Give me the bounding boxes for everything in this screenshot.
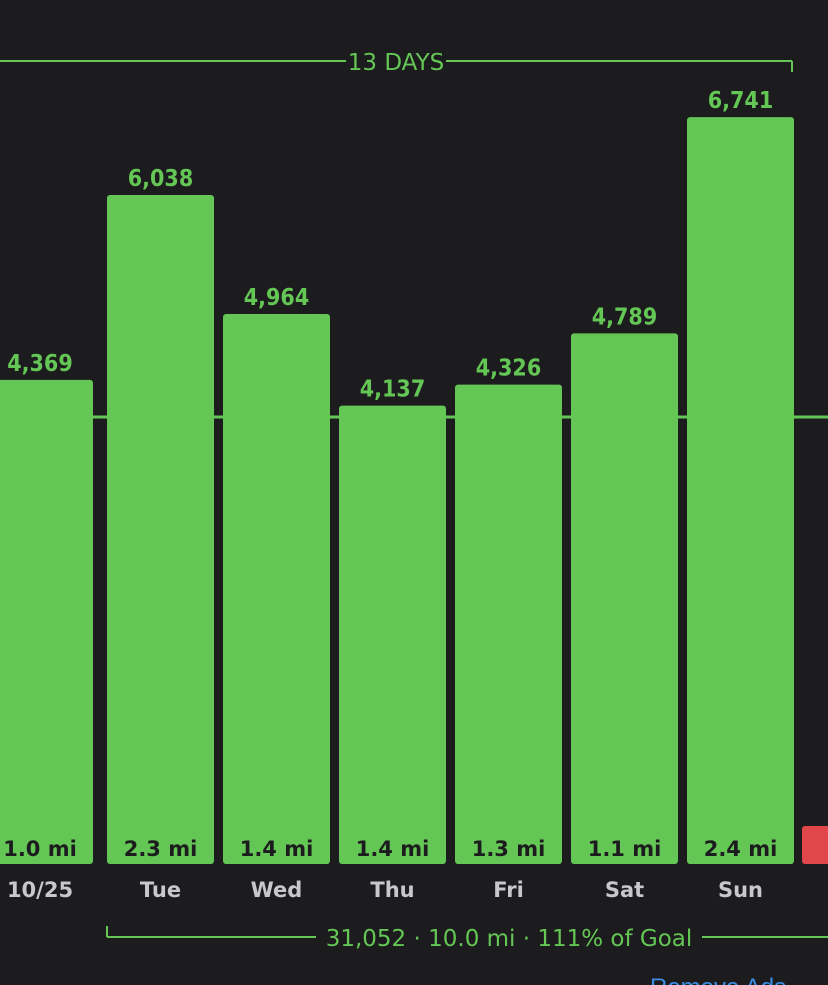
bar-value-label: 4,137 xyxy=(360,377,425,403)
day-label: 10/25 xyxy=(7,878,73,902)
bar-wed[interactable] xyxy=(223,313,330,865)
summary-bracket: 31,052 · 10.0 mi · 111% of Goal xyxy=(106,926,828,952)
day-label: Wed xyxy=(251,878,303,902)
next-day-bar[interactable] xyxy=(802,826,828,864)
bar-sun[interactable] xyxy=(687,117,794,865)
remove-ads-link[interactable]: Remove Ads xyxy=(650,974,786,985)
day-label: Thu xyxy=(370,878,414,902)
streak-label: 13 DAYS xyxy=(348,50,444,76)
bar-distance-label: 2.3 mi xyxy=(124,837,198,861)
bar-distance-label: 1.4 mi xyxy=(240,837,314,861)
bar-value-label: 4,369 xyxy=(7,351,72,377)
bar-distance-label: 2.4 mi xyxy=(704,837,778,861)
day-label: Fri xyxy=(493,878,524,902)
bar-tue[interactable] xyxy=(107,194,214,864)
bar-value-label: 4,964 xyxy=(244,285,309,311)
day-label: Sat xyxy=(605,878,644,902)
streak-bracket: 13 DAYS xyxy=(0,50,793,76)
bar-value-label: 6,741 xyxy=(708,88,773,114)
bar-thu[interactable] xyxy=(339,405,446,864)
bar-value-label: 6,038 xyxy=(128,166,193,192)
bar-distance-label: 1.0 mi xyxy=(3,837,77,861)
bar-distance-label: 1.1 mi xyxy=(588,837,662,861)
bar-value-label: 4,789 xyxy=(592,304,657,330)
bar-distance-label: 1.4 mi xyxy=(356,837,430,861)
bar-distance-label: 1.3 mi xyxy=(472,837,546,861)
day-label: Sun xyxy=(718,878,763,902)
bar-value-label: 4,326 xyxy=(476,356,541,382)
day-label: Tue xyxy=(140,878,181,902)
bar-10-25[interactable] xyxy=(0,379,93,864)
bar-sat[interactable] xyxy=(571,333,678,865)
bar-fri[interactable] xyxy=(455,384,562,864)
weekly-summary: 31,052 · 10.0 mi · 111% of Goal xyxy=(326,926,693,952)
bars-layer: 4,369 1.0 mi 10/25 6,038 2.3 mi Tue 4,964 1.4 m… xyxy=(0,88,794,902)
